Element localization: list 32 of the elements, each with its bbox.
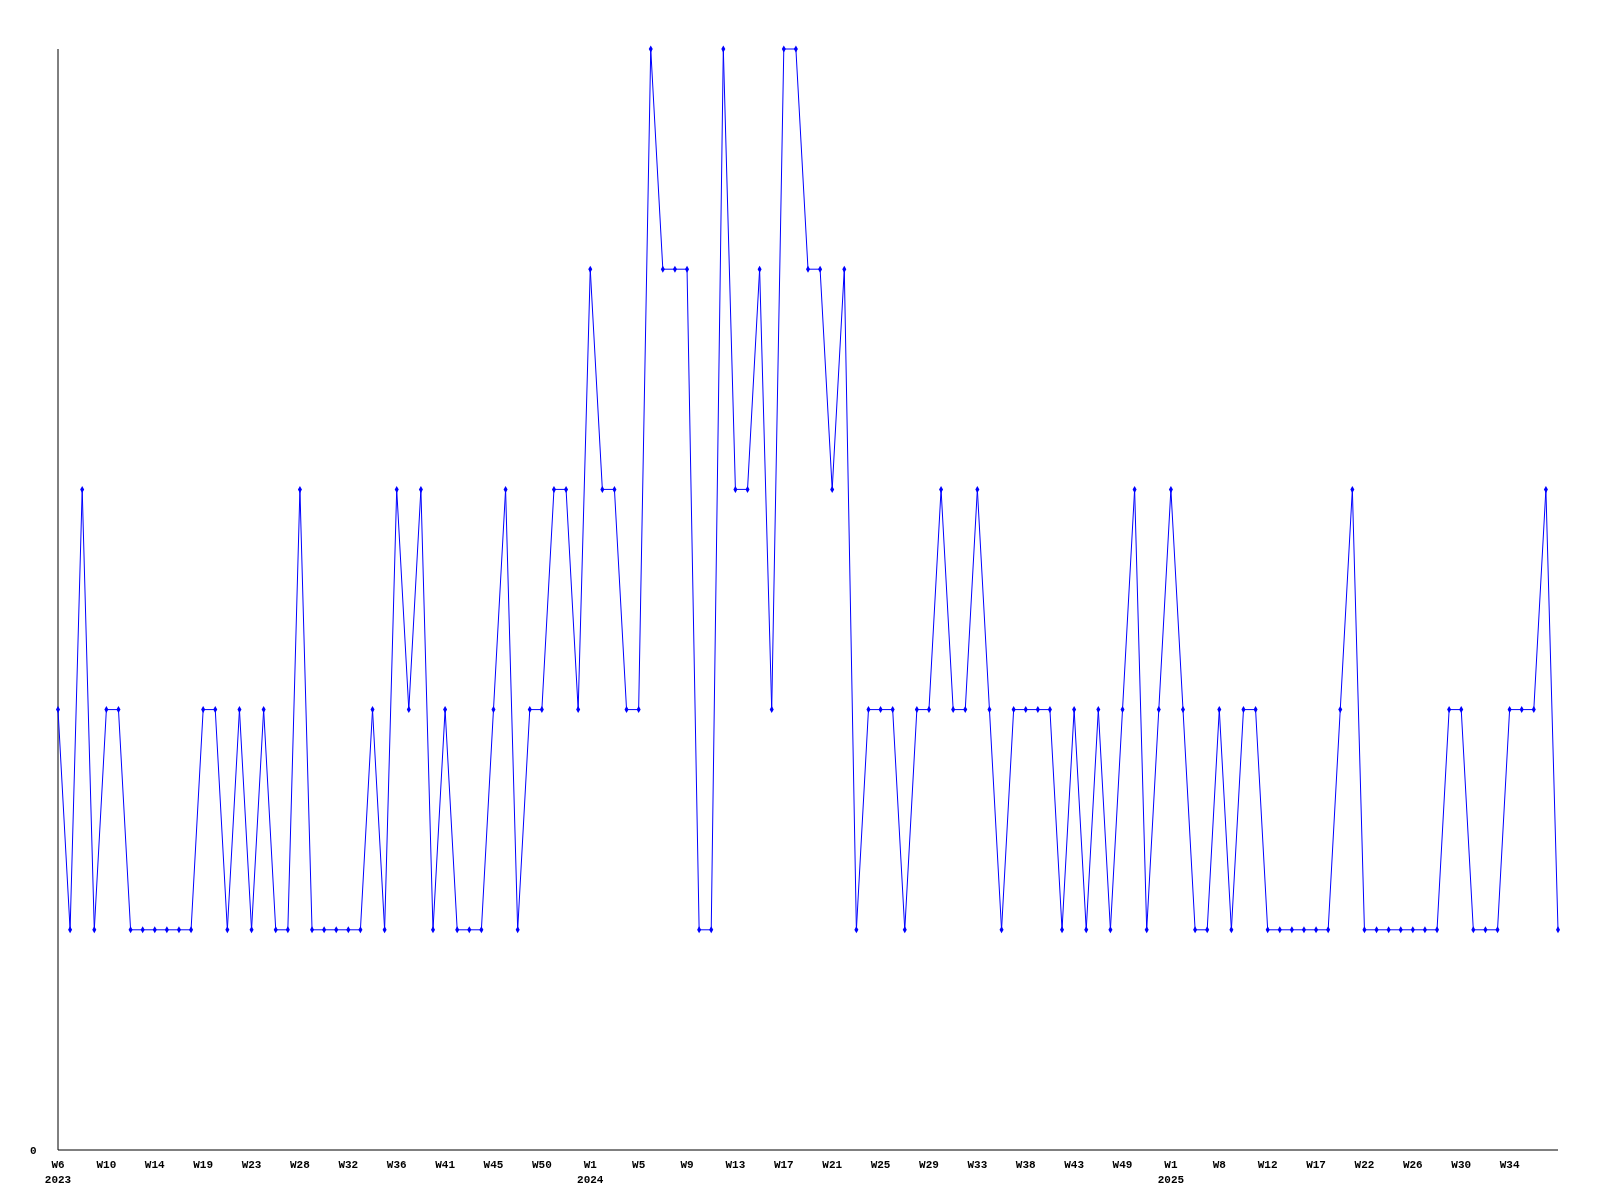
x-tick-label: W41 — [435, 1159, 456, 1171]
x-tick-label: W1 2025 — [1157, 1159, 1185, 1186]
x-tick-label: W26 — [1402, 1159, 1423, 1171]
x-tick-label: W50 — [531, 1159, 552, 1171]
text: 0 — [30, 1145, 37, 1157]
x-tick-label: W17 — [773, 1159, 794, 1171]
x-tick-label: W21 — [822, 1159, 843, 1171]
x-tick-label: W1 2024 — [577, 1159, 604, 1186]
x-tick-label: W13 — [725, 1159, 746, 1171]
x-tick-label: W17 — [1306, 1159, 1326, 1171]
x-tick-label: W36 — [386, 1159, 407, 1171]
x-tick-label: W29 — [919, 1159, 939, 1171]
x-tick-label: W5 — [632, 1159, 646, 1171]
x-tick-label: W45 — [483, 1159, 504, 1171]
x-tick-label: W8 — [1212, 1159, 1227, 1171]
x-tick-label: W43 — [1064, 1159, 1085, 1171]
x-tick-label: W23 — [241, 1159, 262, 1171]
x-tick-label: W14 — [144, 1159, 166, 1171]
x-tick-label: W10 — [96, 1159, 117, 1171]
x-tick-label: W25 — [870, 1159, 891, 1171]
x-tick-label: W9 — [680, 1159, 694, 1171]
x-tick-label: W6 2023 — [44, 1159, 72, 1186]
x-tick-label: W12 — [1257, 1159, 1278, 1171]
x-tick-label: W34 — [1499, 1159, 1520, 1171]
x-tick-label: W33 — [967, 1159, 988, 1171]
x-tick-label: W30 — [1451, 1159, 1472, 1171]
x-tick-label: W22 — [1354, 1159, 1375, 1171]
x-tick-label: W38 — [1015, 1159, 1037, 1171]
x-tick-label: W49 — [1112, 1159, 1133, 1171]
x-tick-label: W19 — [193, 1159, 214, 1171]
x-tick-label: W32 — [338, 1159, 359, 1171]
x-tick-label: W28 — [290, 1159, 311, 1171]
